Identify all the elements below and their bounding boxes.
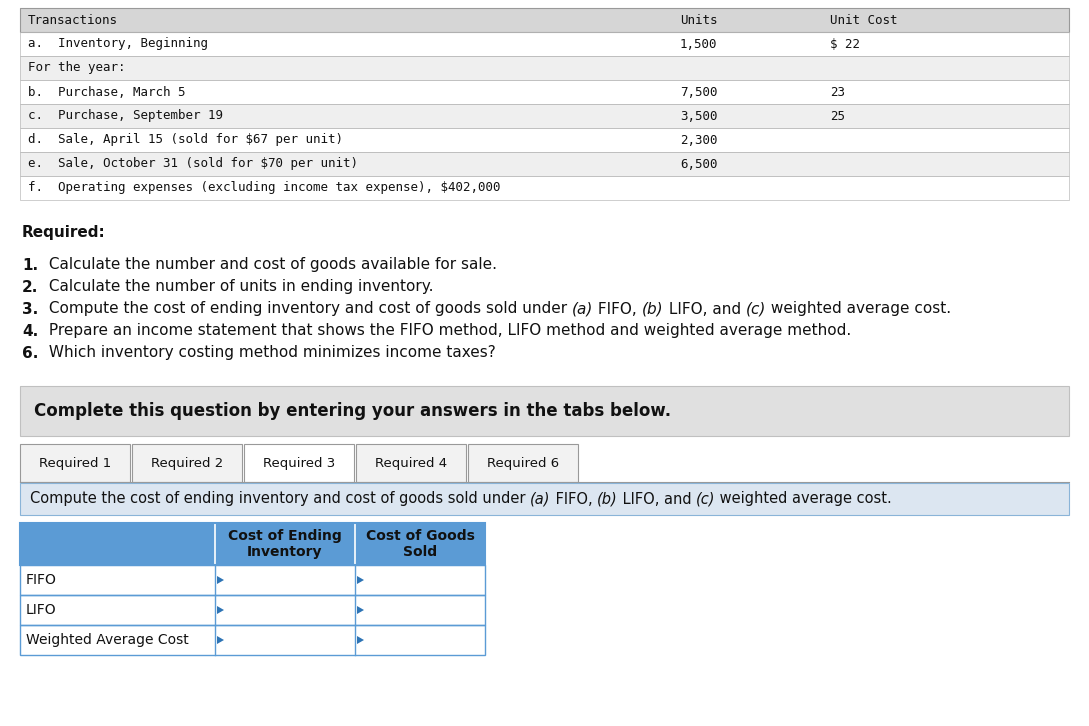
Text: Compute the cost of ending inventory and cost of goods sold under: Compute the cost of ending inventory and… (30, 492, 530, 507)
Text: (a): (a) (572, 301, 594, 317)
Bar (20, 8, 1069, 32)
Bar (20, 595, 485, 625)
Text: (a): (a) (530, 492, 551, 507)
Text: a.  Inventory, Beginning: a. Inventory, Beginning (28, 38, 208, 51)
Text: 6,500: 6,500 (680, 158, 718, 171)
Bar (468, 444, 578, 482)
Text: (b): (b) (643, 301, 663, 317)
Polygon shape (217, 606, 224, 614)
Bar (20, 523, 485, 565)
Bar (20, 56, 1069, 80)
Bar (20, 80, 1069, 104)
Text: FIFO: FIFO (26, 573, 57, 587)
Bar (20, 32, 1069, 56)
Polygon shape (357, 606, 364, 614)
Bar (20, 176, 1069, 200)
Text: Weighted Average Cost: Weighted Average Cost (26, 633, 188, 647)
Bar (244, 444, 354, 482)
Bar (20, 625, 485, 655)
Text: Calculate the number and cost of goods available for sale.: Calculate the number and cost of goods a… (44, 258, 497, 272)
Text: 2,300: 2,300 (680, 134, 718, 147)
Text: (c): (c) (746, 301, 766, 317)
Bar (20, 104, 1069, 128)
Text: 3.: 3. (22, 301, 38, 317)
Text: Required 1: Required 1 (39, 457, 111, 470)
Text: 23: 23 (830, 86, 845, 99)
Text: Required:: Required: (22, 224, 106, 240)
Text: $ 22: $ 22 (830, 38, 860, 51)
Text: Complete this question by entering your answers in the tabs below.: Complete this question by entering your … (34, 402, 671, 420)
Bar (20, 386, 1069, 436)
Bar (356, 444, 466, 482)
Text: 25: 25 (830, 110, 845, 123)
Text: 6.: 6. (22, 346, 38, 361)
Bar (132, 444, 242, 482)
Polygon shape (217, 636, 224, 644)
Text: Required 3: Required 3 (262, 457, 335, 470)
Bar (20, 32, 1069, 56)
Text: LIFO: LIFO (26, 603, 57, 617)
Bar (20, 565, 485, 595)
Bar (20, 128, 1069, 152)
Text: (c): (c) (696, 492, 715, 507)
Text: Required 4: Required 4 (375, 457, 448, 470)
Bar (132, 444, 242, 482)
Text: 2.: 2. (22, 280, 38, 295)
Bar (20, 625, 485, 655)
Text: 1.: 1. (22, 258, 38, 272)
Text: For the year:: For the year: (28, 62, 125, 75)
Bar (20, 523, 485, 565)
Bar (20, 444, 130, 482)
Bar (20, 80, 1069, 104)
Text: LIFO, and: LIFO, and (617, 492, 696, 507)
Text: FIFO,: FIFO, (594, 301, 643, 317)
Text: Cost of Ending
Inventory: Cost of Ending Inventory (228, 529, 342, 559)
Text: Compute the cost of ending inventory and cost of goods sold under: Compute the cost of ending inventory and… (44, 301, 572, 317)
Bar (20, 595, 485, 625)
Text: 4.: 4. (22, 324, 38, 338)
Text: weighted average cost.: weighted average cost. (766, 301, 951, 317)
Text: 3,500: 3,500 (680, 110, 718, 123)
Bar (244, 444, 354, 482)
Text: Unit Cost: Unit Cost (830, 14, 897, 27)
Text: Required 6: Required 6 (487, 457, 559, 470)
Text: Which inventory costing method minimizes income taxes?: Which inventory costing method minimizes… (44, 346, 495, 361)
Bar (20, 483, 1069, 515)
Bar (20, 386, 1069, 436)
Text: (b): (b) (597, 492, 617, 507)
Polygon shape (217, 576, 224, 584)
Bar (356, 444, 466, 482)
Text: 1,500: 1,500 (680, 38, 718, 51)
Text: f.  Operating expenses (excluding income tax expense), $402,000: f. Operating expenses (excluding income … (28, 182, 501, 195)
Text: c.  Purchase, September 19: c. Purchase, September 19 (28, 110, 223, 123)
Text: LIFO, and: LIFO, and (663, 301, 746, 317)
Bar (20, 565, 485, 595)
Text: FIFO,: FIFO, (551, 492, 597, 507)
Bar (20, 56, 1069, 80)
Text: Calculate the number of units in ending inventory.: Calculate the number of units in ending … (44, 280, 433, 295)
Polygon shape (357, 576, 364, 584)
Text: e.  Sale, October 31 (sold for $70 per unit): e. Sale, October 31 (sold for $70 per un… (28, 158, 358, 171)
Text: 7,500: 7,500 (680, 86, 718, 99)
Bar (20, 152, 1069, 176)
Bar (468, 444, 578, 482)
Text: Transactions: Transactions (28, 14, 118, 27)
Bar (20, 483, 1069, 515)
Bar (20, 104, 1069, 128)
Text: Prepare an income statement that shows the FIFO method, LIFO method and weighted: Prepare an income statement that shows t… (44, 324, 852, 338)
Bar (20, 8, 1069, 32)
Bar (20, 176, 1069, 200)
Bar (20, 444, 130, 482)
Bar (20, 128, 1069, 152)
Text: Units: Units (680, 14, 718, 27)
Text: Required 2: Required 2 (151, 457, 223, 470)
Bar (20, 152, 1069, 176)
Text: b.  Purchase, March 5: b. Purchase, March 5 (28, 86, 185, 99)
Text: d.  Sale, April 15 (sold for $67 per unit): d. Sale, April 15 (sold for $67 per unit… (28, 134, 343, 147)
Text: weighted average cost.: weighted average cost. (715, 492, 892, 507)
Text: Cost of Goods
Sold: Cost of Goods Sold (366, 529, 475, 559)
Polygon shape (357, 636, 364, 644)
